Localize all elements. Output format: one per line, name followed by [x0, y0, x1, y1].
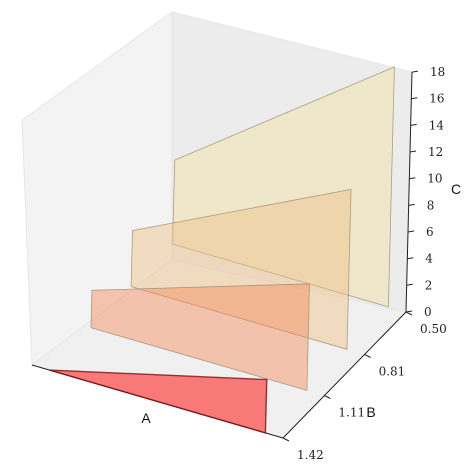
- b-axis-ticks: 0.50 0.81 1.11 1.42: [282, 311, 447, 462]
- b-tick-mark: [282, 437, 290, 442]
- c-tick-mark: [408, 203, 415, 206]
- c-axis-ticks: 0 2 4 6 8 10 12 14 16 18: [405, 65, 445, 319]
- c-tick-label: 8: [427, 198, 435, 212]
- c-tick-label: 12: [428, 145, 443, 159]
- c-tick-label: 4: [425, 252, 433, 266]
- b-axis-line: [282, 311, 407, 439]
- b-axis-label: B: [366, 404, 375, 420]
- c-tick-mark: [405, 310, 413, 313]
- c-tick-label: 14: [429, 118, 445, 132]
- b-tick-mark: [324, 395, 331, 399]
- c-tick-mark: [409, 150, 417, 153]
- polygon-b-1-11: [90, 283, 310, 391]
- c-tick-mark: [407, 257, 414, 260]
- c-tick-label: 6: [426, 225, 434, 239]
- c-tick-label: 10: [427, 172, 442, 186]
- c-tick-label: 16: [429, 92, 444, 106]
- c-tick-label: 0: [424, 305, 432, 319]
- polygon-b-0-5: [172, 66, 395, 308]
- polygon-b-0-81: [130, 188, 352, 350]
- polygon-layer: [49, 66, 395, 434]
- b-tick-label: 1.42: [297, 448, 324, 462]
- b-tick-label: 1.11: [338, 406, 365, 420]
- c-tick-mark: [409, 177, 416, 180]
- c-tick-mark: [411, 97, 418, 100]
- c-tick-mark: [407, 230, 415, 233]
- c-axis-line: [405, 71, 413, 313]
- b-tick-label: 0.81: [379, 365, 406, 379]
- a-axis-label: A: [141, 410, 151, 426]
- c-tick-label: 18: [430, 65, 445, 79]
- c-axis-label: C: [451, 181, 461, 197]
- polygon-b-1-42: [49, 369, 268, 434]
- b-tick-mark: [364, 354, 371, 358]
- c-tick-mark: [410, 123, 417, 126]
- b-tick-label: 0.50: [420, 322, 447, 336]
- c-tick-mark: [411, 70, 419, 73]
- c-tick-mark: [406, 283, 413, 286]
- b-tick-mark: [405, 311, 413, 316]
- c-tick-label: 2: [425, 278, 433, 292]
